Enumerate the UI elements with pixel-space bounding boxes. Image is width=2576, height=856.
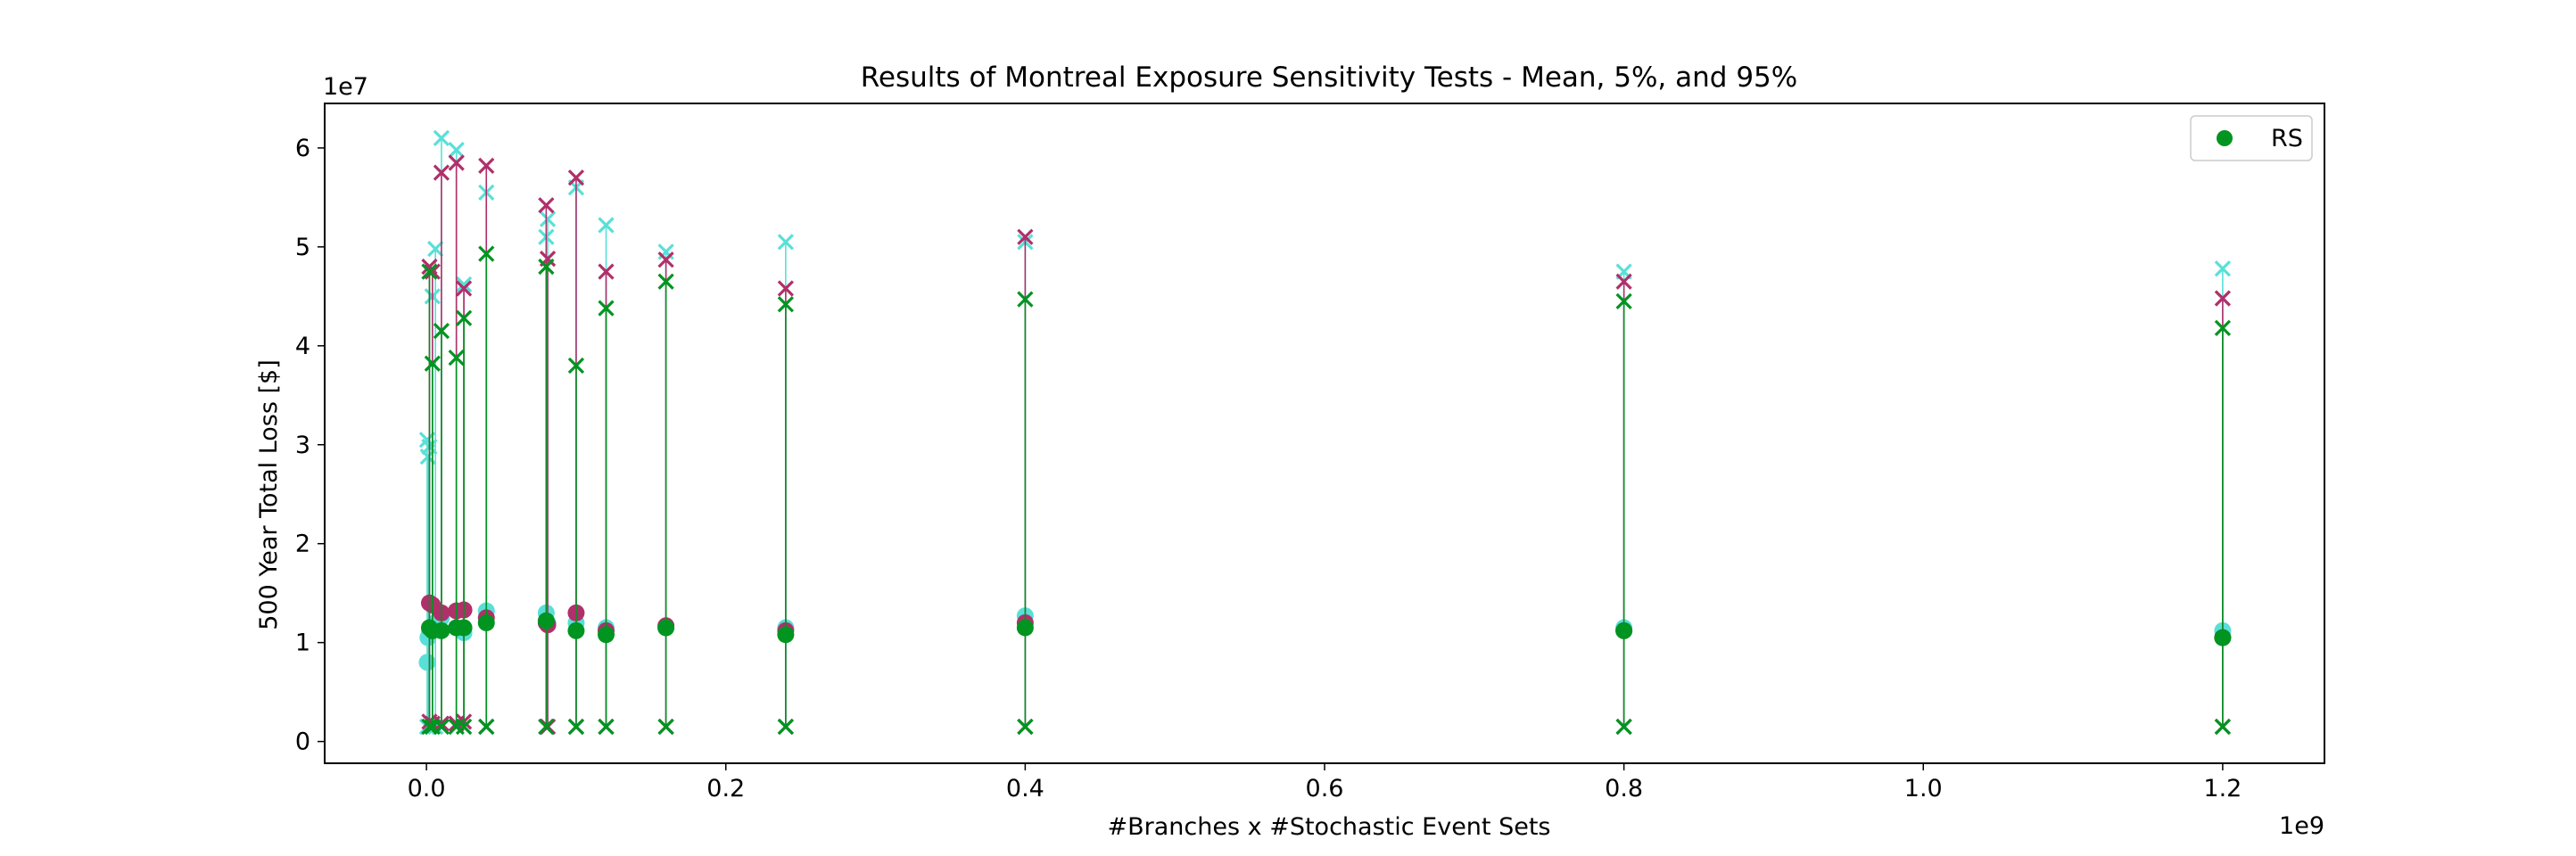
percentile-marker [448,142,465,159]
x-tick-label: 0.6 [1306,775,1344,802]
percentile-marker [567,718,585,736]
percentile-marker [2214,290,2232,307]
percentile-marker [2214,718,2232,736]
percentile-marker [433,129,450,146]
mean-point [657,619,675,637]
percentile-marker [1017,291,1034,308]
percentile-marker [539,210,557,227]
percentile-marker [448,349,465,366]
percentile-marker [657,718,674,736]
x-axis-label: #Branches x #Stochastic Event Sets [1108,813,1551,841]
percentile-marker [538,197,555,214]
percentile-marker [424,355,441,372]
x-axis-ticks: 0.0 0.2 0.4 0.6 0.8 1.0 1.2 [408,763,2242,802]
percentile-marker [448,718,465,736]
percentile-marker [433,323,450,340]
x-offset-label: 1e9 [2279,812,2324,840]
percentile-marker [1017,228,1034,245]
mean-point [455,619,473,637]
legend-box [2190,115,2313,161]
y-tick-label: 2 [295,531,310,558]
mean-point [537,612,555,630]
mean-point [777,626,795,644]
y-offset-label: 1e7 [323,73,368,101]
percentile-marker [777,234,794,251]
y-tick-label: 5 [295,234,310,261]
y-tick-label: 4 [295,333,310,360]
percentile-marker [538,258,555,276]
percentile-marker [598,263,615,280]
legend: RS [2190,115,2313,161]
percentile-marker [1615,718,1632,736]
percentile-marker [2214,260,2232,277]
percentile-marker [777,280,794,297]
percentile-marker [598,300,615,317]
percentile-marker [538,718,555,736]
percentile-marker [478,245,495,262]
x-tick-label: 0.0 [408,775,446,802]
percentile-marker [777,296,794,313]
percentile-marker [433,164,450,181]
mean-point [567,621,585,639]
percentile-marker [421,263,438,280]
mean-point [1016,619,1034,637]
legend-marker-rs [2217,130,2233,146]
legend-label-rs: RS [2271,125,2303,152]
percentile-marker [424,263,441,280]
percentile-marker [598,217,615,234]
x-tick-label: 1.2 [2203,775,2242,802]
percentile-marker [1615,273,1632,290]
mean-point [597,626,615,644]
plot-series [418,129,2232,736]
x-tick-label: 1.0 [1904,775,1943,802]
mean-point [477,613,495,631]
mean-point [418,654,436,671]
percentile-marker [421,718,438,736]
y-tick-label: 1 [295,630,310,657]
percentile-marker [1017,718,1034,736]
percentile-marker [657,251,674,268]
percentile-marker [478,157,495,175]
x-tick-label: 0.4 [1006,775,1044,802]
x-tick-label: 0.2 [706,775,745,802]
percentile-marker [455,280,473,297]
percentile-marker [657,273,674,290]
percentile-marker [777,718,794,736]
mean-point [1615,621,1633,639]
percentile-marker [448,154,465,171]
percentile-marker [455,309,473,326]
y-axis-ticks: 0 1 2 3 4 5 6 [295,135,325,756]
y-tick-label: 6 [295,135,310,162]
x-tick-label: 0.8 [1605,775,1643,802]
y-tick-label: 0 [295,728,310,756]
percentile-marker [427,240,444,258]
percentile-marker [567,357,585,374]
percentile-marker [455,276,473,293]
y-tick-label: 3 [295,432,310,459]
percentile-marker [2214,319,2232,336]
plot-frame [324,103,2325,764]
mean-point [433,621,450,639]
percentile-marker [455,718,473,736]
chart-title: Results of Montreal Exposure Sensitivity… [861,62,1797,94]
percentile-marker [433,718,450,736]
mean-point [2214,629,2232,646]
percentile-marker [598,718,615,736]
y-axis-label: 500 Year Total Loss [$] [255,359,283,630]
percentile-marker [478,718,495,736]
percentile-marker [1615,292,1632,310]
percentile-marker [567,169,585,186]
